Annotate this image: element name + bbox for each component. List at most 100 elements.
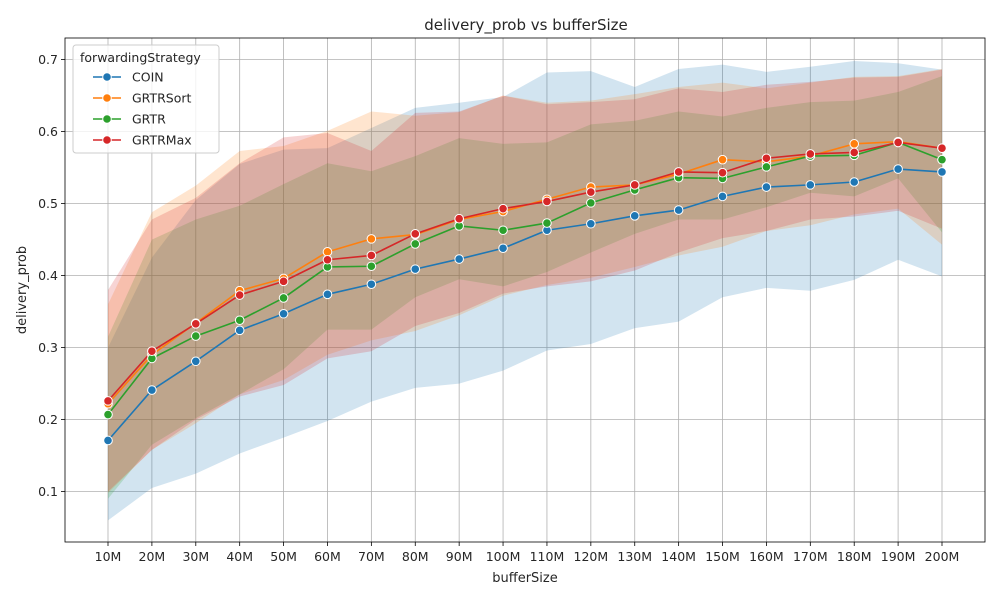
data-point-grtr [761,162,772,172]
data-point-grtr [234,315,245,326]
data-point-grtrmax [322,254,333,265]
legend-item-coin: COIN [93,70,164,85]
legend-item-grtrmax: GRTRMax [93,133,192,148]
data-point-coin [629,211,640,221]
data-point-grtr [586,198,596,208]
data-point-coin [586,218,596,229]
data-point-coin [761,182,772,192]
data-point-coin [103,435,113,446]
data-point-grtrmax [278,276,289,287]
data-point-grtrsort [849,139,860,149]
data-point-grtrmax [805,149,816,159]
data-point-coin [673,205,684,215]
x-tick-label: 50M [270,549,297,564]
data-point-grtrmax [937,143,947,153]
x-tick-label: 90M [446,549,473,564]
data-point-grtrmax [542,196,552,207]
grid-lines [65,38,985,542]
legend-swatch-marker [102,72,112,82]
data-point-coin [147,385,157,395]
x-tick-label: 110M [530,549,565,564]
data-point-grtrmax [629,180,640,190]
data-point-grtrmax [103,396,113,406]
y-tick-label: 0.7 [38,52,58,67]
x-axis-label: bufferSize [492,571,557,586]
data-point-grtrmax [717,167,728,178]
y-axis-ticks: 0.1 0.2 0.3 0.4 0.5 0.6 0.7 [38,52,65,499]
ci-band-grtr [108,76,942,499]
data-point-grtr [542,218,552,228]
data-point-coin [366,279,377,290]
legend-label: GRTR [132,112,166,127]
data-point-coin [410,264,421,274]
x-tick-label: 120M [574,549,609,564]
data-point-grtr [103,409,113,420]
data-point-grtrsort [717,154,728,165]
data-point-grtrmax [410,229,421,239]
data-point-coin [498,243,508,254]
data-point-grtrmax [147,346,157,357]
data-point-grtrmax [498,203,508,214]
data-point-grtrsort [322,247,333,257]
x-tick-label: 160M [749,549,784,564]
x-tick-label: 70M [358,549,385,564]
chart-title: delivery_prob vs bufferSize [424,16,628,35]
x-tick-label: 20M [139,549,166,564]
data-point-grtrmax [190,319,201,329]
x-tick-label: 10M [95,549,122,564]
x-tick-label: 60M [314,549,341,564]
data-point-grtrmax [454,213,464,224]
x-tick-label: 180M [837,549,872,564]
data-point-coin [893,164,903,174]
series-line-grtrmax [107,141,943,402]
x-tick-label: 30M [182,549,209,564]
confidence-bands [108,61,942,521]
x-tick-label: 150M [705,549,740,564]
data-point-coin [805,180,816,190]
data-point-grtrmax [673,167,684,177]
x-tick-label: 130M [617,549,652,564]
data-point-grtrmax [893,137,903,148]
y-axis-label: delivery_prob [15,246,30,334]
data-point-coin [322,289,333,300]
legend-item-grtr: GRTR [93,112,166,127]
data-point-grtrmax [586,187,596,197]
legend-label: GRTRSort [132,91,192,106]
legend: forwardingStrategy COIN GRTRSort GRTR GRTRM… [72,44,220,154]
data-point-coin [454,254,464,264]
legend-label: COIN [132,70,164,85]
data-point-grtrmax [234,290,245,300]
data-point-grtr [498,225,508,236]
data-point-coin [937,167,947,177]
x-axis-ticks: 10M 20M 30M 40M 50M 60M 70M 80M 90M 100M 110M 120M 1… [95,542,960,564]
legend-title: forwardingStrategy [80,50,201,65]
data-point-coin [190,356,201,367]
legend-swatch-marker [102,93,112,103]
x-tick-label: 100M [486,549,521,564]
data-point-grtrmax [366,250,377,261]
x-tick-label: 200M [925,549,960,564]
series-line-grtr [107,141,943,416]
plot-frame [64,37,986,543]
data-point-grtrsort [366,234,377,244]
series-markers [103,136,947,446]
x-tick-label: 80M [402,549,429,564]
y-tick-label: 0.1 [38,484,58,499]
y-tick-label: 0.3 [38,340,58,355]
data-point-grtr [937,154,947,165]
data-point-grtr [410,239,421,249]
y-tick-label: 0.2 [38,412,58,427]
x-tick-label: 190M [881,549,916,564]
series-line-coin [107,168,943,442]
legend-label: GRTRMax [132,133,192,148]
series-lines [107,140,943,442]
data-point-coin [278,308,289,319]
legend-box [72,44,220,154]
data-point-coin [849,177,860,187]
x-tick-label: 40M [226,549,253,564]
y-tick-label: 0.6 [38,124,58,139]
data-point-coin [234,325,245,336]
data-point-grtr [366,261,377,272]
y-tick-label: 0.4 [38,268,58,283]
